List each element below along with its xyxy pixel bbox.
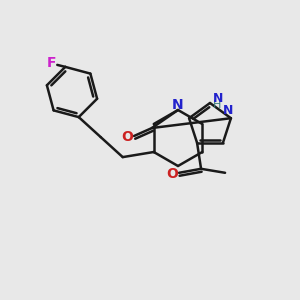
Text: O: O	[166, 167, 178, 181]
Text: N: N	[223, 104, 233, 117]
Text: F: F	[46, 56, 56, 70]
Text: O: O	[121, 130, 133, 144]
Text: H: H	[213, 100, 221, 110]
Text: N: N	[213, 92, 223, 104]
Text: N: N	[172, 98, 184, 112]
